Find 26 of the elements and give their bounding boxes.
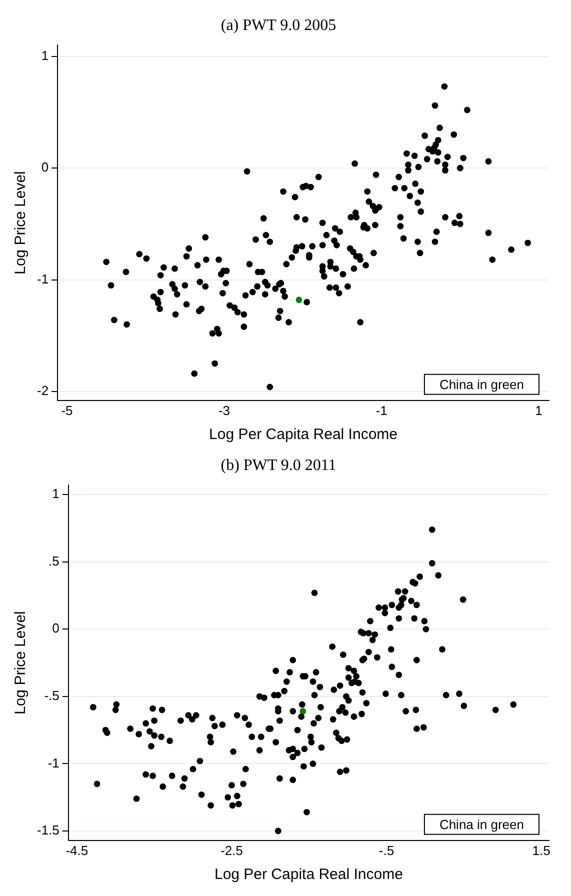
y-tick-label: -1.5 (36, 822, 60, 838)
x-tick-label: 1 (535, 402, 542, 418)
y-axis-title: Log Price Level (12, 611, 30, 715)
chart-title: (b) PWT 9.0 2011 (220, 456, 336, 474)
x-tick-label: -1 (376, 402, 388, 418)
x-tick-label: 1.5 (532, 842, 550, 858)
y-tick-label: .5 (48, 553, 60, 568)
y-tick-label: -1 (36, 271, 49, 286)
y-axis-title: Log Price Level (12, 171, 30, 275)
x-axis-title: Log Per Capita Real Income (214, 866, 403, 884)
annotation: China in green (439, 376, 524, 392)
y-tick-label: -1 (48, 755, 60, 770)
y-tick-label: -2 (36, 383, 49, 398)
annotation: China in green (439, 816, 524, 832)
y-tick-label: 0 (41, 160, 49, 175)
chart-title: (a) PWT 9.0 2005 (220, 16, 336, 34)
x-tick-label: -4.5 (66, 842, 88, 858)
y-tick-label: 1 (41, 48, 49, 63)
y-tick-label: 1 (52, 486, 60, 502)
x-tick-label: -3 (218, 402, 230, 418)
x-tick-label: -2.5 (220, 842, 243, 858)
x-tick-label: -5 (61, 402, 73, 418)
x-tick-label: -.5 (378, 842, 394, 858)
x-axis-title: Log Per Capita Real Income (209, 426, 398, 444)
y-tick-label: 0 (52, 620, 60, 636)
y-tick-label: -.5 (44, 688, 60, 704)
